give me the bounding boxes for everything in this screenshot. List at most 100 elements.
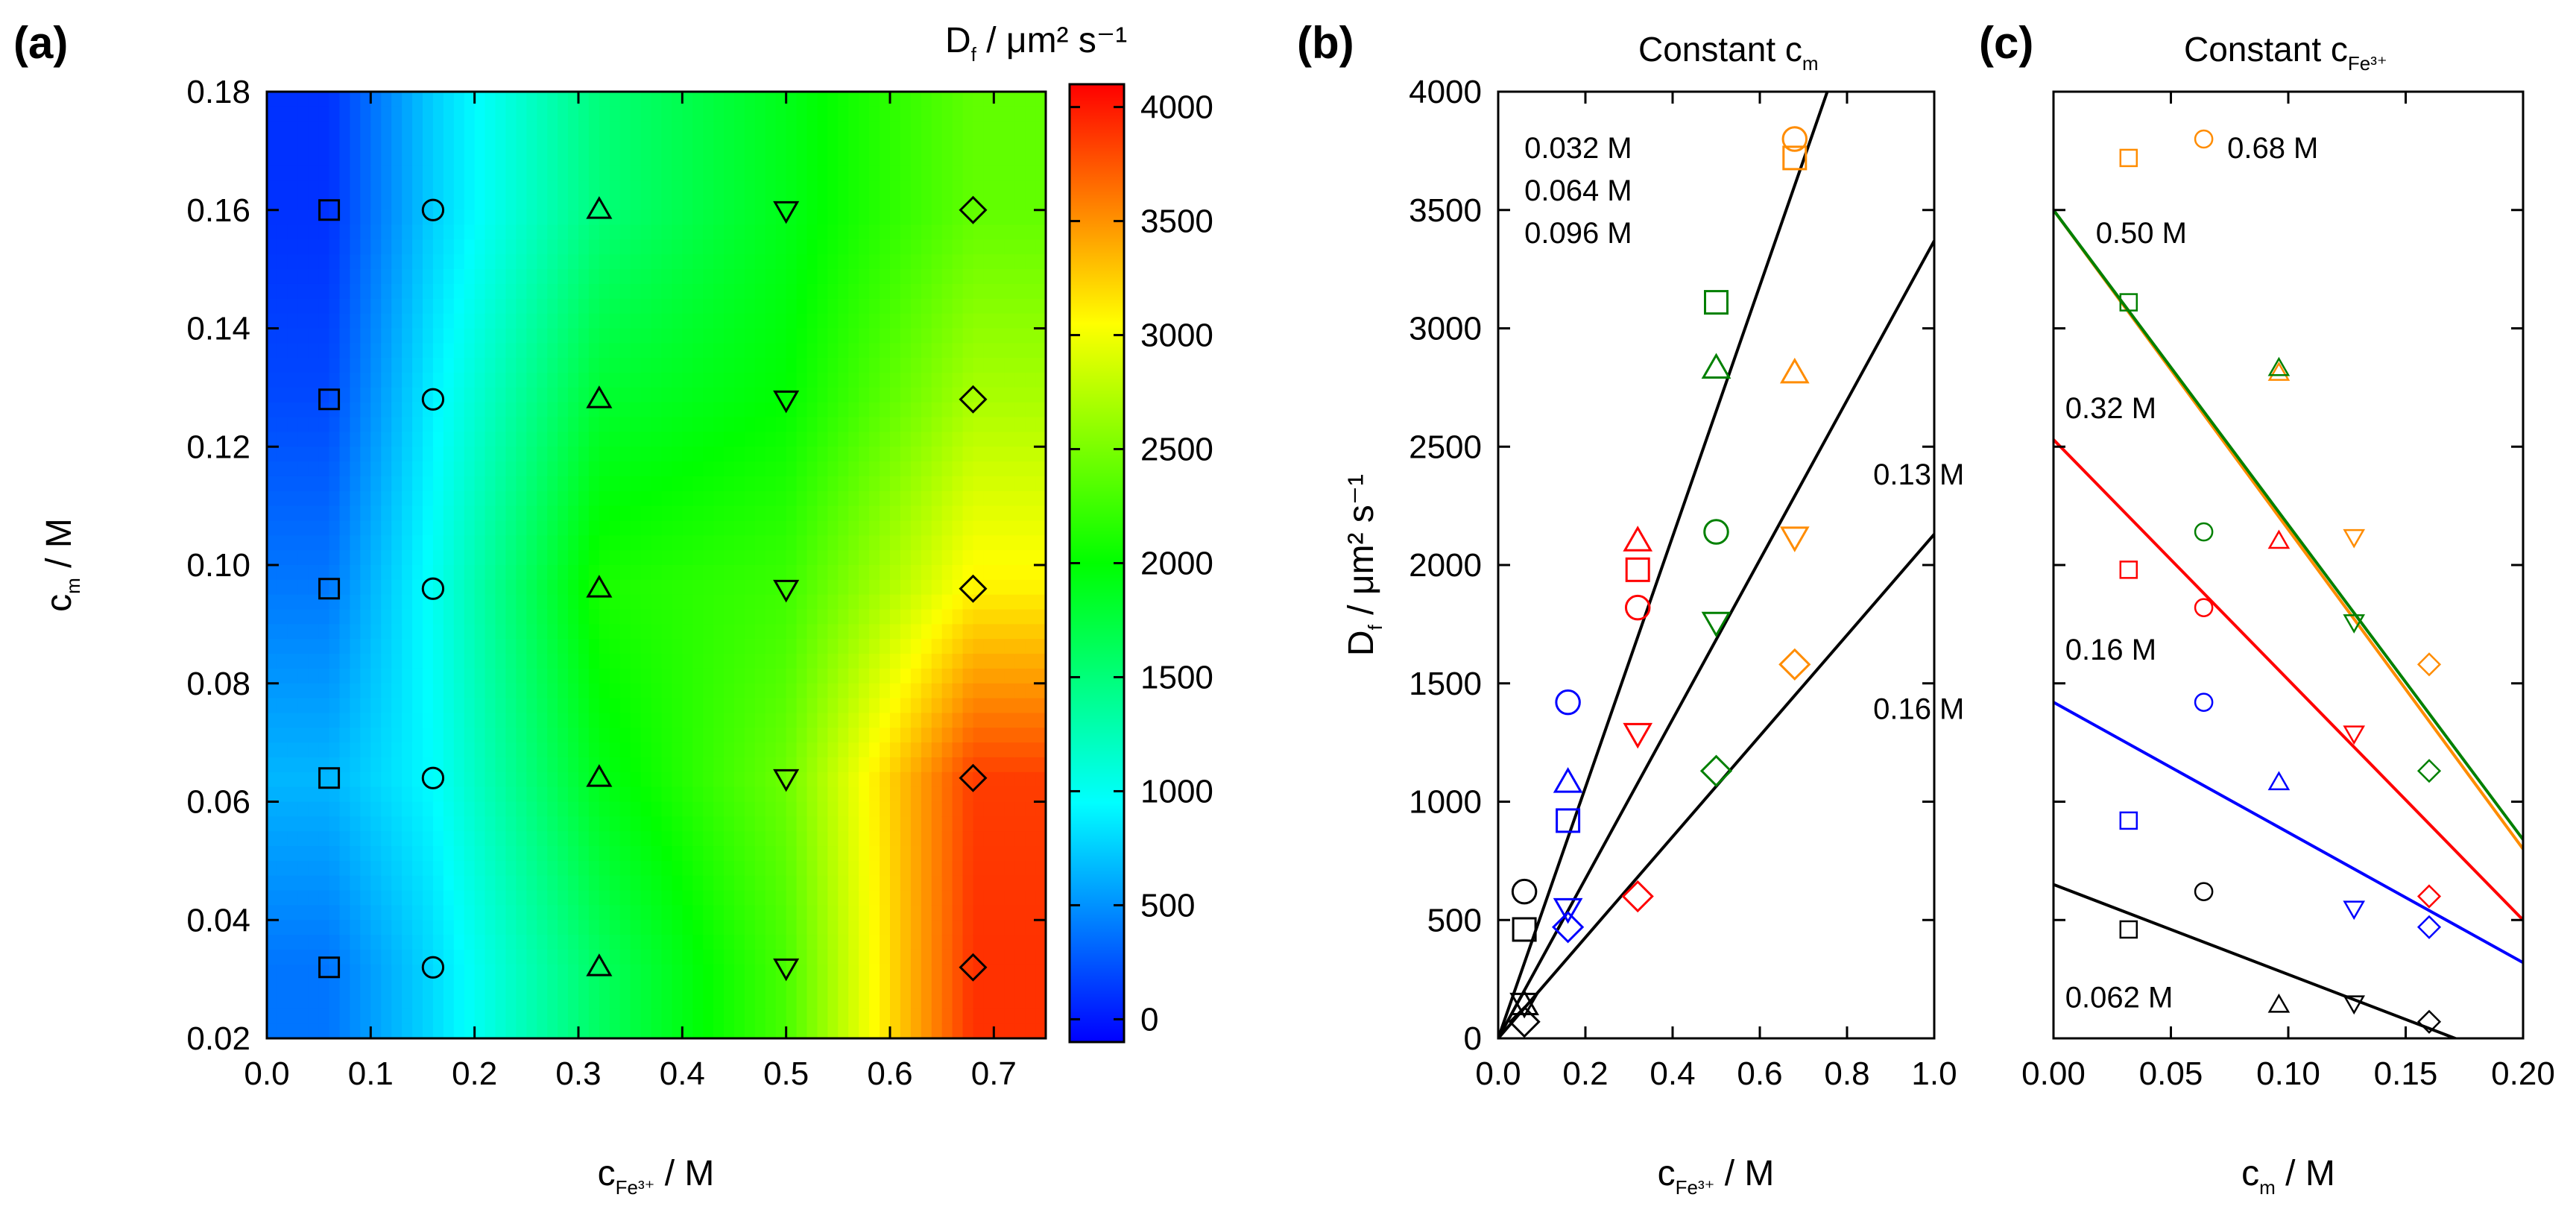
heatmap-cell <box>682 565 694 581</box>
heatmap-cell <box>983 239 995 256</box>
heatmap-cell <box>526 713 538 729</box>
heatmap-cell <box>952 1023 964 1038</box>
heatmap-cell <box>806 905 818 921</box>
heatmap-cell <box>724 801 735 818</box>
heatmap-cell <box>682 1009 694 1024</box>
heatmap-cell <box>619 757 631 773</box>
heatmap-cell <box>921 417 932 433</box>
heatmap-cell <box>453 994 465 1010</box>
heatmap-cell <box>1035 816 1046 832</box>
heatmap-cell <box>474 417 486 433</box>
heatmap-cell <box>806 875 818 891</box>
b-y-tick-label: 3000 <box>1409 311 1482 347</box>
heatmap-cell <box>402 269 413 285</box>
heatmap-cell <box>516 771 528 788</box>
heatmap-cell <box>796 432 808 448</box>
heatmap-cell <box>796 713 808 729</box>
heatmap-cell <box>962 520 974 537</box>
heatmap-cell <box>1014 209 1026 226</box>
heatmap-cell <box>381 180 392 196</box>
heatmap-cell <box>381 505 392 522</box>
heatmap-cell <box>796 313 808 329</box>
heatmap-cell <box>838 136 850 152</box>
heatmap-cell <box>651 713 663 729</box>
heatmap-cell <box>724 209 735 226</box>
heatmap-cell <box>734 742 745 758</box>
heatmap-cell <box>890 269 901 285</box>
heatmap-cell <box>495 875 507 891</box>
heatmap-cell <box>526 905 538 921</box>
heatmap-cell <box>859 92 870 107</box>
heatmap-cell <box>547 639 558 654</box>
heatmap-cell <box>724 654 735 669</box>
heatmap-cell <box>994 387 1006 403</box>
heatmap-cell <box>287 875 299 891</box>
heatmap-cell <box>703 328 714 344</box>
heatmap-cell <box>329 994 341 1010</box>
heatmap-cell <box>423 728 434 743</box>
heatmap-cell <box>910 180 922 196</box>
heatmap-cell <box>931 151 943 167</box>
heatmap-cell <box>381 402 392 418</box>
heatmap-cell <box>308 535 320 551</box>
heatmap-cell <box>443 121 455 137</box>
heatmap-cell <box>318 92 330 107</box>
heatmap-cell <box>1004 860 1015 877</box>
heatmap-cell <box>609 505 621 522</box>
heatmap-cell <box>786 373 798 388</box>
heatmap-cell <box>754 1009 766 1024</box>
heatmap-cell <box>910 461 922 477</box>
b-line-label: 0.064 M <box>1524 174 1632 207</box>
heatmap-cell <box>464 742 476 758</box>
b-line-label: 0.13 M <box>1873 458 1964 491</box>
heatmap-cell <box>578 283 590 300</box>
heatmap-cell <box>318 180 330 196</box>
heatmap-cell <box>609 313 621 329</box>
heatmap-cell <box>941 771 953 788</box>
heatmap-cell <box>1025 209 1036 226</box>
heatmap-cell <box>682 654 694 669</box>
heatmap-cell <box>423 283 434 300</box>
heatmap-cell <box>318 239 330 256</box>
heatmap-cell <box>474 520 486 537</box>
heatmap-cell <box>277 505 288 522</box>
heatmap-cell <box>859 964 870 980</box>
heatmap-cell <box>651 1009 663 1024</box>
heatmap-cell <box>827 579 839 596</box>
heatmap-cell <box>952 461 964 477</box>
heatmap-cell <box>827 713 839 729</box>
heatmap-cell <box>308 358 320 373</box>
heatmap-cell <box>516 239 528 256</box>
heatmap-cell <box>1025 698 1036 714</box>
heatmap-cell <box>568 535 579 551</box>
heatmap-cell <box>588 801 600 818</box>
heatmap-cell <box>754 624 766 640</box>
heatmap-cell <box>360 579 372 596</box>
heatmap-cell <box>994 239 1006 256</box>
heatmap-markers <box>318 195 988 982</box>
heatmap-cell <box>910 136 922 152</box>
heatmap-cell <box>297 994 309 1010</box>
heatmap-cell <box>827 890 839 906</box>
heatmap-cell <box>297 180 309 196</box>
heatmap-cell <box>931 432 943 448</box>
heatmap-cell <box>308 106 320 122</box>
heatmap-cell <box>994 417 1006 433</box>
heatmap-cell <box>453 283 465 300</box>
heatmap-cell <box>370 387 382 403</box>
heatmap-cell <box>931 313 943 329</box>
heatmap-cell <box>869 1009 880 1024</box>
heatmap-cell <box>724 432 735 448</box>
heatmap-cell <box>765 550 777 566</box>
heatmap-cell <box>547 387 558 403</box>
heatmap-cell <box>516 698 528 714</box>
heatmap-cell <box>859 298 870 315</box>
heatmap-cell <box>962 461 974 477</box>
heatmap-cell <box>703 816 714 832</box>
heatmap-cell <box>391 831 402 847</box>
heatmap-cell <box>412 269 423 285</box>
heatmap-cell <box>692 683 704 699</box>
heatmap-cell <box>402 801 413 818</box>
heatmap-cell <box>308 224 320 241</box>
heatmap-cell <box>339 683 351 699</box>
